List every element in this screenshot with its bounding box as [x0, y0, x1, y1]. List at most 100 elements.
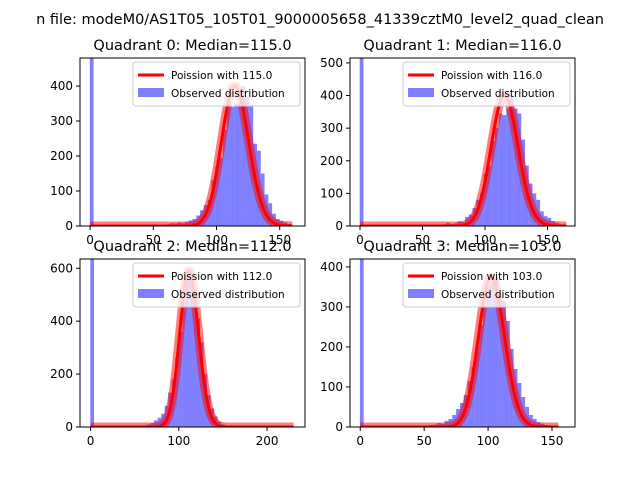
legend-label-poisson: Poission with 103.0	[441, 271, 542, 283]
x-tick-label: 200	[256, 434, 279, 448]
hist-bar	[498, 299, 503, 427]
y-tick-label: 300	[50, 114, 73, 128]
hist-bar	[471, 367, 476, 427]
y-tick-label: 0	[65, 219, 73, 233]
hist-bar	[215, 166, 220, 226]
hist-bar	[510, 95, 514, 226]
hist-bar	[495, 128, 499, 226]
y-tick-label: 400	[320, 260, 343, 274]
hist-bar	[189, 270, 193, 427]
legend-label-poisson: Poission with 115.0	[171, 70, 272, 82]
y-tick-label: 0	[335, 420, 343, 434]
y-tick-label: 400	[320, 89, 343, 103]
y-tick-label: 300	[320, 300, 343, 314]
hist-bar-zero	[89, 58, 94, 226]
hist-bar	[230, 107, 235, 226]
legend-label-observed: Observed distribution	[171, 289, 285, 301]
y-tick-label: 100	[320, 380, 343, 394]
hist-bar	[238, 103, 242, 226]
legend-patch-swatch	[138, 88, 164, 97]
legend-label-observed: Observed distribution	[441, 88, 555, 100]
x-tick-label: 100	[167, 434, 190, 448]
y-tick-label: 200	[50, 367, 73, 381]
hist-bar	[241, 86, 246, 226]
hist-bar	[502, 115, 507, 226]
y-tick-label: 300	[320, 121, 343, 135]
x-tick-label: 100	[477, 434, 500, 448]
legend-patch-swatch	[408, 88, 434, 97]
hist-bar	[222, 129, 227, 226]
hist-bar	[475, 347, 480, 427]
legend-label-poisson: Poission with 112.0	[171, 271, 272, 283]
x-tick-label: 50	[417, 434, 432, 448]
legend-label-poisson: Poission with 116.0	[441, 70, 542, 82]
legend: Poission with 116.0 Observed distribution	[402, 61, 571, 107]
y-tick-label: 200	[320, 340, 343, 354]
legend-label-observed: Observed distribution	[171, 88, 285, 100]
x-tick-label: 0	[356, 434, 364, 448]
legend-patch-swatch	[408, 289, 434, 298]
axes-frame	[349, 57, 576, 227]
x-tick-label: 100	[205, 233, 228, 247]
y-tick-label: 200	[320, 154, 343, 168]
y-tick-label: 200	[50, 149, 73, 163]
x-tick-label: 0	[87, 434, 95, 448]
poisson-curve-halo	[357, 272, 562, 427]
quadrant-title: Quadrant 0: Median=115.0	[93, 38, 291, 54]
hist-bar	[196, 318, 200, 427]
quadrant-3-panel: 0 50 100 150 0 100 200 300 400 Poission with 103.…	[320, 239, 576, 448]
y-tick-label: 100	[50, 184, 73, 198]
legend-box	[132, 61, 301, 107]
x-tick-label: 50	[146, 233, 161, 247]
hist-bar	[226, 100, 231, 226]
y-tick-label: 400	[50, 79, 73, 93]
hist-bar	[490, 283, 495, 427]
poisson-curve-halo	[86, 81, 296, 226]
x-tick-label: 50	[415, 233, 430, 247]
x-tick-label: 0	[356, 233, 364, 247]
y-tick-label: 100	[320, 186, 343, 200]
plot-area	[356, 58, 570, 226]
hist-bar	[234, 103, 239, 226]
hist-bar-zero	[359, 259, 364, 427]
hist-bar	[502, 301, 506, 427]
plot-area	[357, 259, 562, 427]
x-tick-label: 150	[536, 233, 559, 247]
x-tick-label: 100	[474, 233, 497, 247]
y-tick-label: 600	[50, 261, 73, 275]
y-tick-label: 0	[335, 219, 343, 233]
legend: Poission with 103.0 Observed distribution	[402, 262, 571, 308]
quadrant-2-panel: 0 100 200 0 200 400 600 Poission with 112.0 Obse…	[50, 239, 306, 448]
hist-bar	[483, 173, 488, 226]
y-tick-label: 500	[320, 56, 343, 70]
hist-bar	[491, 141, 495, 226]
axes-frame	[79, 258, 306, 428]
hist-bar	[479, 325, 483, 427]
x-tick-label: 0	[86, 233, 94, 247]
hist-bar	[498, 113, 503, 226]
hist-bar	[513, 108, 518, 226]
x-tick-label: 150	[541, 434, 564, 448]
y-tick-label: 0	[65, 420, 73, 434]
axes-frame	[79, 57, 306, 227]
hist-bar-zero	[359, 58, 364, 226]
legend: Poission with 115.0 Observed distribution	[132, 61, 301, 107]
quadrant-title: Quadrant 1: Median=116.0	[363, 38, 561, 54]
hist-bar	[486, 287, 491, 427]
y-tick-label: 400	[50, 314, 73, 328]
hist-bar	[487, 165, 492, 226]
hist-bar	[219, 157, 223, 226]
quadrant-title: Quadrant 2: Median=112.0	[93, 239, 291, 255]
legend-box	[402, 61, 571, 107]
hist-bar	[506, 108, 510, 226]
x-tick-label: 150	[268, 233, 291, 247]
hist-bar	[494, 277, 499, 427]
quadrant-1-panel: 0 50 100 150 0 100 200 300 400 500 Poission with 1…	[320, 38, 576, 247]
hist-bar	[482, 307, 487, 427]
poisson-curve-halo	[356, 91, 570, 226]
quadrant-title: Quadrant 3: Median=103.0	[363, 239, 561, 255]
legend-label-observed: Observed distribution	[441, 289, 555, 301]
hist-bar	[178, 331, 183, 427]
